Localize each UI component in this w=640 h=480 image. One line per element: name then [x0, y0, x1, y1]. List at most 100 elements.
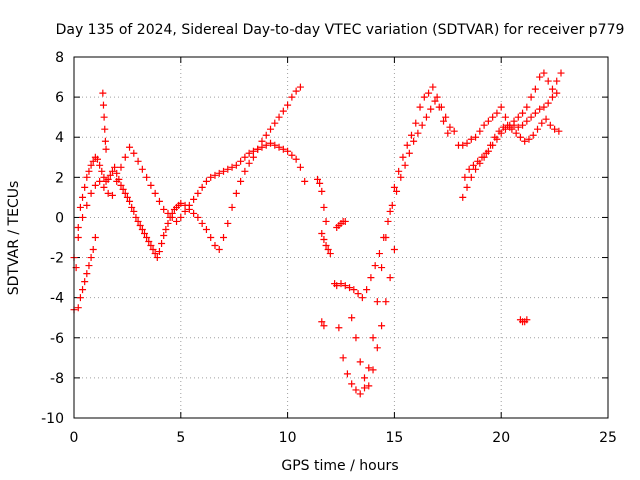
data-point — [267, 139, 275, 147]
data-point — [89, 246, 97, 254]
data-point — [553, 89, 561, 97]
y-tick-label: 6 — [55, 90, 64, 106]
data-point — [106, 171, 114, 179]
data-point — [519, 109, 527, 117]
data-point — [478, 153, 486, 161]
x-tick-label: 5 — [176, 430, 185, 446]
data-point — [245, 159, 253, 167]
series-5 — [318, 229, 334, 258]
data-point — [388, 201, 396, 209]
data-point — [202, 177, 210, 185]
data-point — [111, 163, 119, 171]
data-point — [113, 169, 121, 177]
data-point — [249, 147, 257, 155]
data-point — [508, 125, 516, 133]
data-point — [151, 250, 159, 258]
data-point — [531, 109, 539, 117]
data-point — [489, 113, 497, 121]
data-point — [79, 213, 87, 221]
data-point — [108, 191, 116, 199]
data-point — [99, 89, 107, 97]
data-point — [459, 193, 467, 201]
data-point — [211, 171, 219, 179]
data-point — [390, 246, 398, 254]
x-axis-title: GPS time / hours — [281, 458, 398, 474]
data-point — [138, 225, 146, 233]
data-point — [279, 107, 287, 115]
data-point — [194, 213, 202, 221]
data-point — [369, 366, 377, 374]
data-point — [393, 187, 401, 195]
data-point — [523, 316, 531, 324]
data-point — [147, 242, 155, 250]
data-point — [416, 103, 424, 111]
data-point — [512, 129, 520, 137]
data-point — [495, 127, 503, 135]
data-point — [241, 167, 249, 175]
data-point — [258, 143, 266, 151]
data-point — [202, 225, 210, 233]
data-point — [555, 127, 563, 135]
data-point — [542, 115, 550, 123]
data-point — [352, 386, 360, 394]
data-point — [427, 105, 435, 113]
data-point — [101, 125, 109, 133]
data-point — [168, 213, 176, 221]
data-point — [536, 73, 544, 81]
series-13 — [461, 115, 563, 181]
data-point — [414, 129, 422, 137]
data-point — [375, 250, 383, 258]
data-point — [378, 322, 386, 330]
data-point — [373, 298, 381, 306]
data-point — [510, 121, 518, 129]
data-point — [335, 324, 343, 332]
data-point — [472, 165, 480, 173]
data-point — [81, 278, 89, 286]
data-point — [132, 213, 140, 221]
data-point — [369, 334, 377, 342]
data-point — [386, 207, 394, 215]
data-point — [337, 280, 345, 288]
data-point — [339, 354, 347, 362]
data-point — [487, 141, 495, 149]
data-point — [128, 203, 136, 211]
data-point — [279, 145, 287, 153]
data-point — [346, 284, 354, 292]
data-point — [322, 217, 330, 225]
data-point — [237, 157, 245, 165]
data-point — [177, 213, 185, 221]
data-point — [232, 189, 240, 197]
x-tick-label: 0 — [70, 430, 79, 446]
data-point — [104, 189, 112, 197]
data-point — [74, 223, 82, 231]
data-point — [147, 181, 155, 189]
data-point — [198, 183, 206, 191]
data-point — [314, 175, 322, 183]
data-point — [356, 390, 364, 398]
data-point — [397, 173, 405, 181]
data-point — [378, 264, 386, 272]
data-point — [358, 294, 366, 302]
data-point — [155, 197, 163, 205]
data-point — [367, 274, 375, 282]
data-point — [435, 103, 443, 111]
data-point — [326, 250, 334, 258]
data-point — [284, 101, 292, 109]
data-point — [348, 314, 356, 322]
data-point — [181, 207, 189, 215]
data-point — [262, 141, 270, 149]
data-point — [123, 193, 131, 201]
data-point — [467, 173, 475, 181]
series-12 — [459, 89, 561, 201]
series-1 — [70, 139, 309, 262]
data-point — [482, 149, 490, 157]
series-8 — [331, 83, 458, 398]
data-point — [96, 161, 104, 169]
data-point — [534, 125, 542, 133]
data-point — [85, 262, 93, 270]
data-point — [469, 161, 477, 169]
data-point — [365, 364, 373, 372]
data-point — [99, 101, 107, 109]
data-point — [117, 163, 125, 171]
data-point — [407, 131, 415, 139]
